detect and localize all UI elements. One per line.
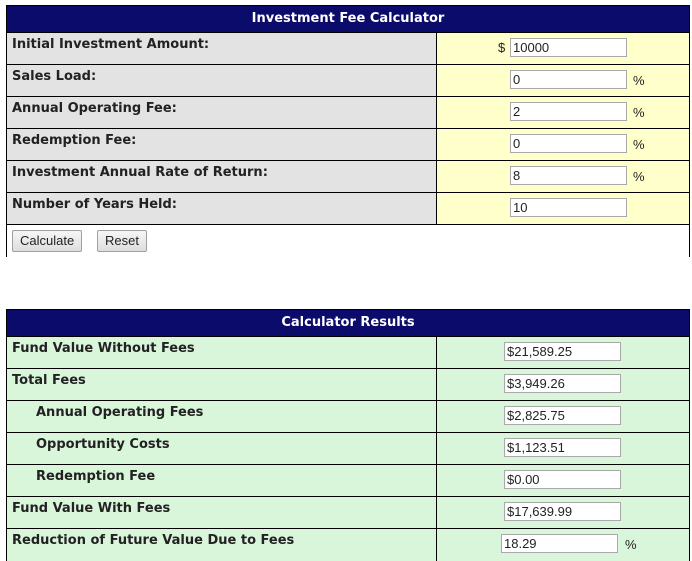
percent-symbol: % bbox=[633, 137, 645, 152]
calculator-title: Investment Fee Calculator bbox=[7, 6, 689, 33]
rate-of-return-input[interactable] bbox=[510, 166, 627, 185]
row-rate-of-return: Investment Annual Rate of Return: % bbox=[7, 161, 689, 193]
row-reduction-future-value: Reduction of Future Value Due to Fees % bbox=[7, 529, 689, 561]
row-fund-value-without-fees: Fund Value Without Fees bbox=[7, 337, 689, 369]
row-opportunity-costs: Opportunity Costs bbox=[7, 433, 689, 465]
percent-symbol: % bbox=[633, 105, 645, 120]
row-annual-operating-fees: Annual Operating Fees bbox=[7, 401, 689, 433]
calculate-button[interactable]: Calculate bbox=[12, 230, 83, 252]
fund-value-with-fees-label: Fund Value With Fees bbox=[7, 497, 437, 528]
row-years-held: Number of Years Held: bbox=[7, 193, 689, 225]
opportunity-costs-output[interactable] bbox=[504, 438, 621, 457]
results-title: Calculator Results bbox=[7, 310, 689, 337]
redemption-fee-input[interactable] bbox=[510, 134, 627, 153]
initial-investment-input[interactable] bbox=[510, 38, 627, 57]
fund-value-without-fees-output[interactable] bbox=[504, 342, 621, 361]
percent-symbol: % bbox=[633, 73, 645, 88]
reduction-future-value-output[interactable] bbox=[501, 534, 618, 553]
calculator-results: Calculator Results Fund Value Without Fe… bbox=[6, 309, 690, 561]
percent-symbol: % bbox=[625, 537, 637, 552]
annual-operating-fee-input[interactable] bbox=[510, 102, 627, 121]
years-held-input[interactable] bbox=[510, 198, 627, 217]
percent-symbol: % bbox=[633, 169, 645, 184]
row-fund-value-with-fees: Fund Value With Fees bbox=[7, 497, 689, 529]
redemption-fee-label: Redemption Fee: bbox=[7, 129, 437, 160]
row-redemption-fee: Redemption Fee: % bbox=[7, 129, 689, 161]
row-sales-load: Sales Load: % bbox=[7, 65, 689, 97]
initial-investment-label: Initial Investment Amount: bbox=[7, 33, 437, 64]
redemption-fee-output[interactable] bbox=[504, 470, 621, 489]
redemption-fee-result-label: Redemption Fee bbox=[7, 465, 437, 496]
total-fees-output[interactable] bbox=[504, 374, 621, 393]
button-row: Calculate Reset bbox=[7, 225, 689, 257]
investment-fee-calculator: Investment Fee Calculator Initial Invest… bbox=[6, 5, 690, 257]
rate-of-return-label: Investment Annual Rate of Return: bbox=[7, 161, 437, 192]
row-total-fees: Total Fees bbox=[7, 369, 689, 401]
fund-value-without-fees-label: Fund Value Without Fees bbox=[7, 337, 437, 368]
row-initial-investment: Initial Investment Amount: $ bbox=[7, 33, 689, 65]
sales-load-label: Sales Load: bbox=[7, 65, 437, 96]
fund-value-with-fees-output[interactable] bbox=[504, 502, 621, 521]
years-held-label: Number of Years Held: bbox=[7, 193, 437, 224]
reset-button[interactable]: Reset bbox=[97, 230, 147, 252]
total-fees-label: Total Fees bbox=[7, 369, 437, 400]
reduction-future-value-label: Reduction of Future Value Due to Fees bbox=[7, 529, 437, 561]
sales-load-input[interactable] bbox=[510, 70, 627, 89]
currency-symbol: $ bbox=[498, 40, 506, 55]
row-redemption-fee-result: Redemption Fee bbox=[7, 465, 689, 497]
annual-operating-fees-label: Annual Operating Fees bbox=[7, 401, 437, 432]
annual-operating-fees-output[interactable] bbox=[504, 406, 621, 425]
annual-operating-fee-label: Annual Operating Fee: bbox=[7, 97, 437, 128]
row-annual-operating-fee: Annual Operating Fee: % bbox=[7, 97, 689, 129]
opportunity-costs-label: Opportunity Costs bbox=[7, 433, 437, 464]
